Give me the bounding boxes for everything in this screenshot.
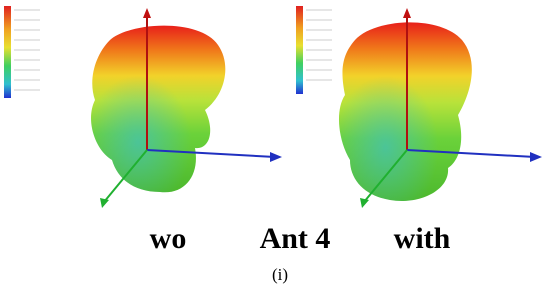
page: wo Ant 4 with (i) (() => { const data = … <box>0 0 551 291</box>
color-legend <box>4 6 40 98</box>
center-label: Ant 4 <box>260 222 331 255</box>
panel-label: with <box>394 222 451 255</box>
figure: wo Ant 4 with (i) <box>0 0 551 291</box>
radiation-pattern <box>91 8 282 208</box>
caption: (i) <box>272 265 288 284</box>
color-legend <box>296 6 332 94</box>
radiation-pattern <box>339 8 542 208</box>
panel-label: wo <box>150 222 187 255</box>
